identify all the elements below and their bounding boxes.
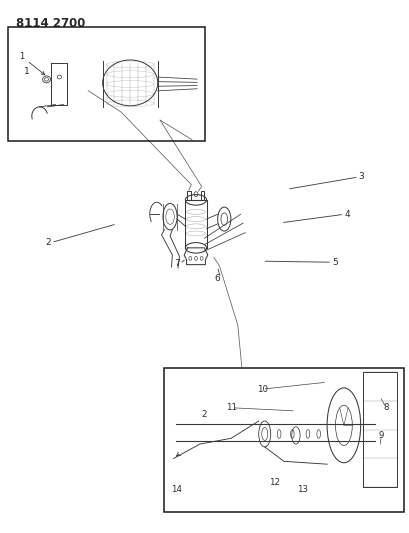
Text: 3: 3	[358, 173, 364, 181]
Bar	[8, 27, 204, 141]
Bar	[164, 368, 403, 512]
Text: 8114 2700: 8114 2700	[16, 17, 85, 30]
Text: 2: 2	[201, 410, 207, 419]
Text: 7: 7	[173, 260, 179, 268]
Text: 1: 1	[24, 68, 29, 76]
Text: 14: 14	[171, 485, 181, 494]
Text: 10: 10	[256, 385, 267, 393]
Text: 2: 2	[45, 238, 51, 247]
Text: 12: 12	[269, 478, 279, 487]
Text: 1: 1	[19, 52, 45, 75]
Text: 5: 5	[331, 258, 337, 266]
Text: 4: 4	[344, 210, 349, 219]
Text: 9: 9	[378, 431, 383, 440]
Text: 11: 11	[226, 403, 236, 412]
Text: 6: 6	[214, 274, 220, 282]
Text: 13: 13	[297, 485, 307, 494]
Text: 8: 8	[382, 403, 388, 412]
